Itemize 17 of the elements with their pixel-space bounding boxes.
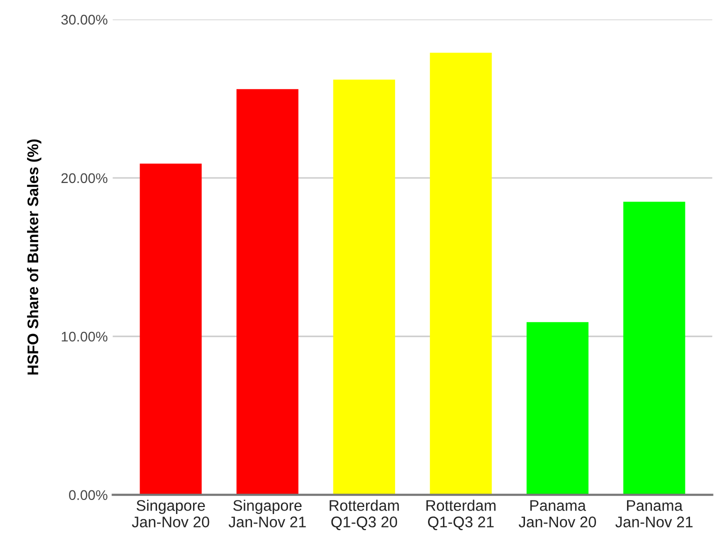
y-tick-label: 30.00% [61, 14, 108, 25]
x-tick-label: Rotterdam Q1-Q3 21 [426, 500, 496, 530]
bar [236, 89, 298, 495]
bar [430, 52, 492, 495]
x-tick-label: Rotterdam Q1-Q3 20 [330, 500, 399, 530]
x-tick-label: Singapore Jan-Nov 20 [132, 500, 210, 528]
y-tick-label: 20.00% [61, 173, 108, 184]
y-axis-title: HSFO Share of Bunker Sales (%) [27, 139, 42, 375]
x-tick-label: Singapore Jan-Nov 21 [228, 500, 306, 528]
x-tick-label: Panama Jan-Nov 21 [615, 500, 693, 528]
bar [623, 202, 686, 495]
y-tick-label: 10.00% [62, 332, 108, 342]
y-tick-label: 0.00% [69, 490, 108, 500]
bar [526, 322, 588, 495]
x-tick-label: Panama Jan-Nov 20 [518, 500, 596, 528]
bar [333, 80, 396, 495]
bar [140, 164, 202, 495]
